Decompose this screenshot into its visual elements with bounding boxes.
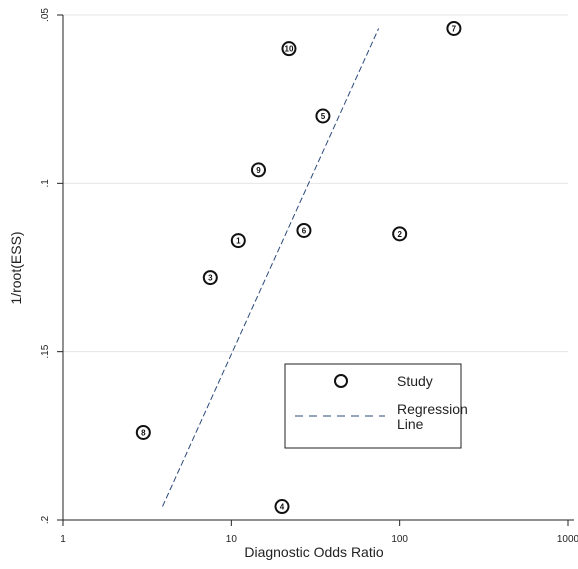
study-point [250,162,266,178]
x-tick-label: 10 [226,534,238,545]
regression-line [162,28,380,507]
study-point-label: 1 [236,237,241,246]
x-tick-label: 100 [391,534,408,545]
y-tick-label: .05 [40,8,51,22]
study-point-label: 2 [397,230,402,239]
study-point [446,20,462,36]
study-point [135,424,151,440]
x-tick-label: 1000 [557,534,578,545]
study-point [274,499,290,515]
study-point [392,226,408,242]
y-axis-title: 1/root(ESS) [8,231,24,304]
study-point [230,233,246,249]
study-point-label: 9 [256,166,261,175]
study-point [202,270,218,286]
study-point-label: 10 [285,45,294,54]
grid-lines [63,14,568,353]
regression-line-group [162,28,380,507]
y-tick-label: .1 [40,179,51,188]
legend-box [284,363,462,449]
study-point [281,41,297,57]
axes: .05 .1 .15 .2 1 10 100 1000 [40,8,578,545]
study-point [296,222,312,238]
y-tick-label: .15 [40,344,51,358]
study-point-label: 5 [321,112,326,121]
legend-study-label: Study [397,373,433,389]
legend-study-marker [334,374,348,388]
x-axis-title: Diagnostic Odds Ratio [244,544,384,560]
study-point-label: 4 [280,503,285,512]
study-point-label: 7 [452,24,457,33]
study-points: 1 2 3 4 5 6 7 8 9 10 [135,20,462,515]
y-tick-label: .2 [40,515,51,524]
legend-regression-label: Line [397,416,424,432]
study-point-label: 6 [302,226,307,235]
legend-regression-label: Regression [397,401,468,417]
study-point-label: 8 [141,428,146,437]
study-point-label: 3 [208,274,213,283]
study-point [315,108,331,124]
x-tick-label: 1 [60,534,66,545]
